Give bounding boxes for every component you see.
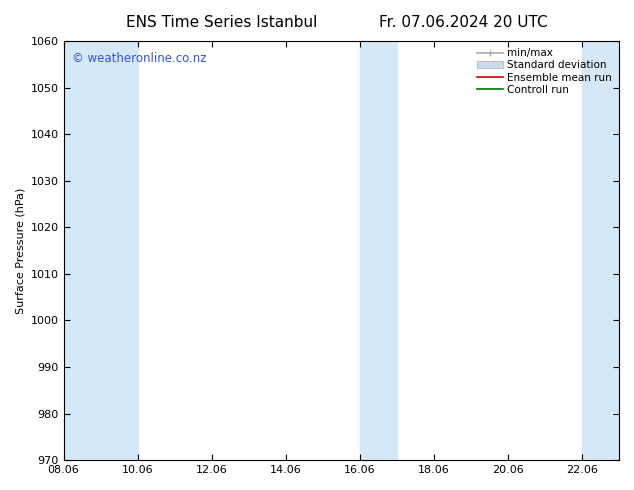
Y-axis label: Surface Pressure (hPa): Surface Pressure (hPa) [15,187,25,314]
Text: ENS Time Series Istanbul: ENS Time Series Istanbul [126,15,318,30]
Bar [63,41,138,460]
Legend: min/max, Standard deviation, Ensemble mean run, Controll run: min/max, Standard deviation, Ensemble me… [475,46,614,97]
Text: © weatheronline.co.nz: © weatheronline.co.nz [72,51,207,65]
Text: Fr. 07.06.2024 20 UTC: Fr. 07.06.2024 20 UTC [378,15,547,30]
Bar [582,41,619,460]
Bar [359,41,397,460]
